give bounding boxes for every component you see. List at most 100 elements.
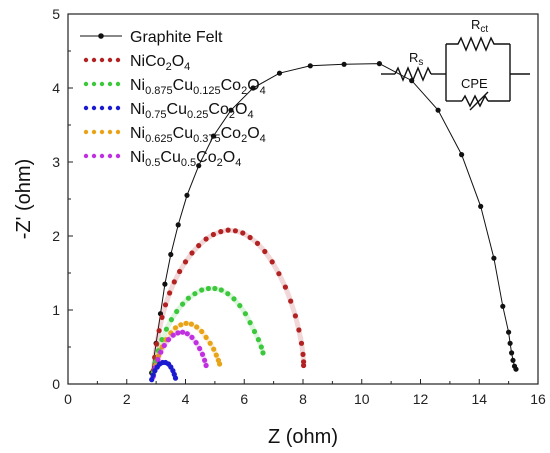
legend-marker xyxy=(115,129,121,135)
legend-item: Ni0.5Cu0.5Co2O4 xyxy=(83,149,241,169)
legend-item: Ni0.75Cu0.25Co2O4 xyxy=(83,101,254,121)
equivalent-circuit-diagram: Rs Rct CPE xyxy=(381,17,530,111)
data-point xyxy=(180,329,186,335)
data-point xyxy=(237,303,243,309)
data-point xyxy=(150,372,156,378)
legend-marker xyxy=(83,57,89,63)
y-tick-label: 5 xyxy=(52,6,60,22)
x-axis-label: Z (ohm) xyxy=(268,426,338,448)
data-point xyxy=(162,281,168,287)
data-point xyxy=(254,240,261,246)
data-point xyxy=(341,61,347,67)
data-point xyxy=(175,222,181,228)
data-point xyxy=(247,320,253,326)
rct-label: Rct xyxy=(471,17,488,35)
data-point xyxy=(159,314,165,320)
x-tick-label: 2 xyxy=(123,391,131,407)
data-point xyxy=(296,327,302,333)
legend: Graphite Felt NiCo2O4 Ni0.875Cu0.125Co2O4 N… xyxy=(80,29,266,169)
data-point xyxy=(161,342,167,349)
legend-marker xyxy=(115,153,121,159)
cpe-slash xyxy=(469,91,489,111)
series-1 xyxy=(150,227,307,374)
x-tick-label: 8 xyxy=(299,391,307,407)
data-point xyxy=(152,368,158,374)
data-marks xyxy=(149,61,519,383)
x-tick-label: 10 xyxy=(354,391,370,407)
data-point xyxy=(192,291,198,297)
resistor-rct xyxy=(446,36,510,52)
data-point xyxy=(218,287,224,293)
legend-marker xyxy=(107,153,113,159)
legend-marker xyxy=(83,153,89,159)
data-point xyxy=(203,362,209,369)
data-point xyxy=(167,290,173,296)
cpe-element xyxy=(461,94,489,108)
legend-marker xyxy=(83,105,89,111)
series-0 xyxy=(149,61,519,376)
data-point xyxy=(242,311,248,317)
data-point xyxy=(188,321,194,327)
data-point xyxy=(159,337,165,343)
legend-marker xyxy=(99,57,105,63)
y-tick-label: 3 xyxy=(52,154,60,170)
legend-marker xyxy=(91,153,97,159)
data-point xyxy=(170,332,176,338)
data-point xyxy=(168,317,174,323)
data-point xyxy=(250,85,256,91)
data-point xyxy=(155,357,161,363)
data-point xyxy=(165,337,172,343)
data-point xyxy=(189,334,195,340)
series-3 xyxy=(149,359,179,383)
data-point xyxy=(163,326,169,332)
data-point xyxy=(184,331,190,337)
data-point xyxy=(149,377,155,383)
legend-marker xyxy=(115,81,121,87)
series-2 xyxy=(150,285,266,376)
legend-item: Graphite Felt xyxy=(80,29,223,46)
legend-label: Graphite Felt xyxy=(130,29,223,46)
data-point xyxy=(178,322,184,328)
legend-item: Ni0.625Cu0.375Co2O4 xyxy=(83,125,266,145)
data-point xyxy=(174,308,180,315)
data-point xyxy=(168,251,174,258)
legend-marker xyxy=(107,105,113,111)
data-point xyxy=(202,357,208,363)
data-point xyxy=(376,61,382,67)
data-point xyxy=(212,285,218,292)
data-point xyxy=(301,359,307,365)
data-point xyxy=(298,340,305,346)
data-point xyxy=(247,234,253,241)
data-point xyxy=(182,259,189,265)
data-point xyxy=(491,255,497,261)
data-point xyxy=(307,63,313,69)
data-point xyxy=(510,357,516,363)
data-point xyxy=(197,345,203,352)
data-point xyxy=(199,328,205,335)
legend-marker xyxy=(91,81,97,87)
data-point xyxy=(172,375,179,381)
x-tick-label: 14 xyxy=(471,391,487,407)
legend-item: NiCo2O4 xyxy=(83,53,190,73)
data-point xyxy=(509,350,515,356)
legend-marker xyxy=(107,129,113,135)
data-point xyxy=(228,107,234,113)
legend-label: Ni0.875Cu0.125Co2O4 xyxy=(130,77,266,97)
x-tick-label: 16 xyxy=(530,391,546,407)
data-point xyxy=(231,296,237,302)
legend-marker xyxy=(115,105,121,111)
data-point xyxy=(240,230,246,236)
data-point xyxy=(199,351,206,357)
legend-marker xyxy=(91,129,97,135)
legend-label: Ni0.75Cu0.25Co2O4 xyxy=(130,101,254,121)
legend-marker xyxy=(115,57,121,63)
legend-marker xyxy=(99,129,105,135)
data-point xyxy=(300,351,306,357)
x-tick-label: 4 xyxy=(182,391,190,407)
data-point xyxy=(189,250,195,256)
legend-marker xyxy=(107,57,113,63)
data-point xyxy=(459,152,465,158)
data-point xyxy=(196,243,202,249)
data-point xyxy=(478,203,484,209)
data-point xyxy=(172,325,179,331)
